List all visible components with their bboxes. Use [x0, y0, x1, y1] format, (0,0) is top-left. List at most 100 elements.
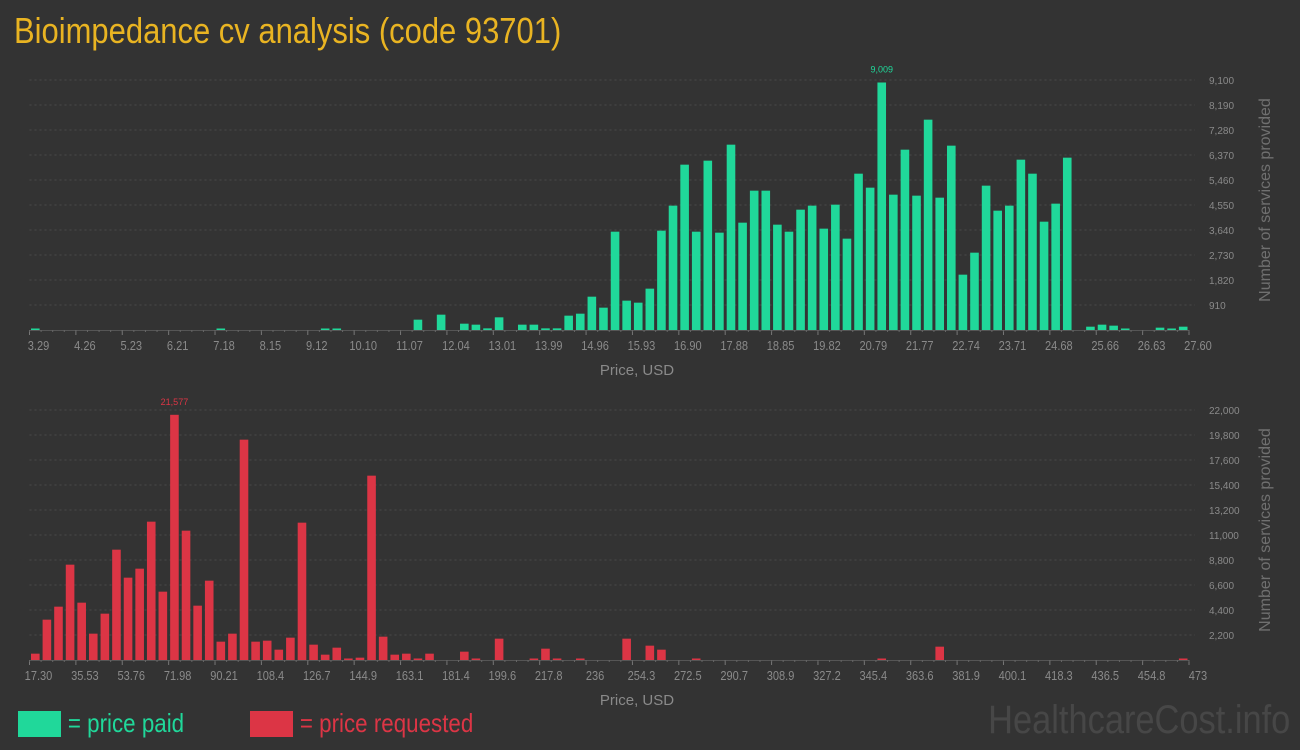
bar	[1086, 326, 1095, 330]
bar	[981, 185, 991, 330]
x-tick-label: 18.85	[767, 338, 795, 353]
x-tick-label: 6.21	[167, 338, 189, 353]
x-tick-label: 14.96	[581, 338, 609, 353]
bar	[645, 288, 655, 330]
x-tick-label: 3.29	[28, 338, 50, 353]
bar	[1004, 205, 1014, 330]
chart-paid: 910 1,820 2,730 3,640 4,550 5,460 6,370 7,280 8,…	[28, 65, 1274, 380]
x-axis-title: Price, USD	[600, 362, 674, 379]
x-tick-label: 381.9	[952, 668, 980, 683]
bar	[575, 313, 585, 330]
bar	[181, 530, 191, 660]
bar	[1062, 157, 1072, 330]
x-tick-label: 163.1	[396, 668, 424, 683]
bar	[552, 328, 562, 330]
watermark-logo: HealthcareCost.info	[987, 698, 1290, 742]
bar	[1028, 173, 1037, 330]
y-tick-label: 13,200	[1209, 506, 1240, 517]
y-tick-label: 3,640	[1209, 226, 1234, 237]
y-tick-label: 11,000	[1209, 531, 1239, 542]
x-tick-label: 11.07	[396, 338, 423, 353]
x-tick-label: 126.7	[303, 668, 331, 683]
bar	[320, 654, 330, 660]
x-tick-label: 21.77	[906, 338, 934, 353]
bar	[622, 300, 631, 330]
y-tick-label: 22,000	[1209, 406, 1240, 417]
bar	[332, 328, 342, 330]
bar	[935, 646, 945, 660]
max-value-label: 21,577	[161, 397, 189, 407]
bar	[390, 654, 400, 660]
bar	[1051, 203, 1060, 330]
bar	[100, 613, 110, 660]
bar	[146, 521, 156, 660]
bar	[297, 522, 307, 660]
bar	[1097, 324, 1107, 330]
bar	[1178, 658, 1188, 660]
y-tick-label: 7,280	[1209, 126, 1234, 137]
bar	[286, 637, 295, 660]
x-tick-label: 436.5	[1091, 668, 1119, 683]
y-tick-label: 1,820	[1209, 276, 1234, 287]
bar	[262, 640, 272, 660]
price-requested-swatch	[250, 710, 293, 737]
y-tick-label: 19,800	[1209, 431, 1240, 442]
max-value-label: 9,009	[870, 65, 893, 75]
bar	[274, 649, 284, 660]
chart-requested: 2,200 4,400 6,600 8,800 11,000 13,200 15,400 17…	[25, 397, 1274, 709]
x-tick-label: 26.63	[1138, 338, 1166, 353]
y-tick-label: 6,600	[1209, 581, 1234, 592]
bar	[541, 328, 550, 330]
bar	[807, 205, 817, 330]
x-tick-label: 19.82	[813, 338, 841, 353]
price-requested-label: = price requested	[299, 708, 474, 738]
x-tick-label: 400.1	[999, 668, 1027, 683]
y-tick-label: 4,550	[1209, 201, 1234, 212]
bar	[575, 658, 585, 660]
bar	[622, 638, 631, 660]
bar	[819, 228, 829, 330]
x-tick-label: 418.3	[1045, 668, 1073, 683]
bar	[135, 568, 144, 660]
bar	[773, 224, 782, 330]
bar	[738, 222, 747, 330]
bar	[483, 328, 492, 330]
x-tick-label: 24.68	[1045, 338, 1073, 353]
bar	[228, 633, 237, 660]
y-tick-label: 2,200	[1209, 631, 1234, 642]
bar	[691, 658, 701, 660]
x-tick-label: 17.88	[720, 338, 748, 353]
x-tick-label: 71.98	[164, 668, 192, 683]
bar	[552, 658, 562, 660]
bar	[958, 274, 968, 330]
bar	[494, 638, 504, 660]
bar	[471, 324, 481, 330]
x-tick-label: 10.10	[349, 338, 377, 353]
bar	[355, 657, 365, 660]
x-tick-label: 199.6	[488, 668, 516, 683]
y-tick-label: 9,100	[1209, 76, 1234, 87]
x-tick-label: 345.4	[860, 668, 888, 683]
bar	[204, 580, 214, 660]
y-tick-label: 15,400	[1209, 481, 1240, 492]
legend-item-price-paid: = price paid	[18, 708, 184, 739]
x-tick-label: 473	[1189, 668, 1208, 683]
bar	[947, 145, 956, 330]
bar	[854, 173, 863, 330]
bar	[54, 606, 63, 660]
bar	[460, 651, 469, 660]
y-tick-label: 8,190	[1209, 101, 1234, 112]
bar	[309, 644, 318, 660]
bar	[889, 194, 898, 330]
y-tick-label: 2,730	[1209, 251, 1234, 262]
x-tick-label: 254.3	[628, 668, 656, 683]
bar	[216, 328, 226, 330]
bar	[425, 653, 434, 660]
bar	[633, 302, 643, 330]
bar	[460, 323, 469, 330]
bar	[715, 232, 724, 330]
y-tick-label: 5,460	[1209, 176, 1234, 187]
bar	[413, 658, 423, 660]
bar	[65, 564, 75, 660]
